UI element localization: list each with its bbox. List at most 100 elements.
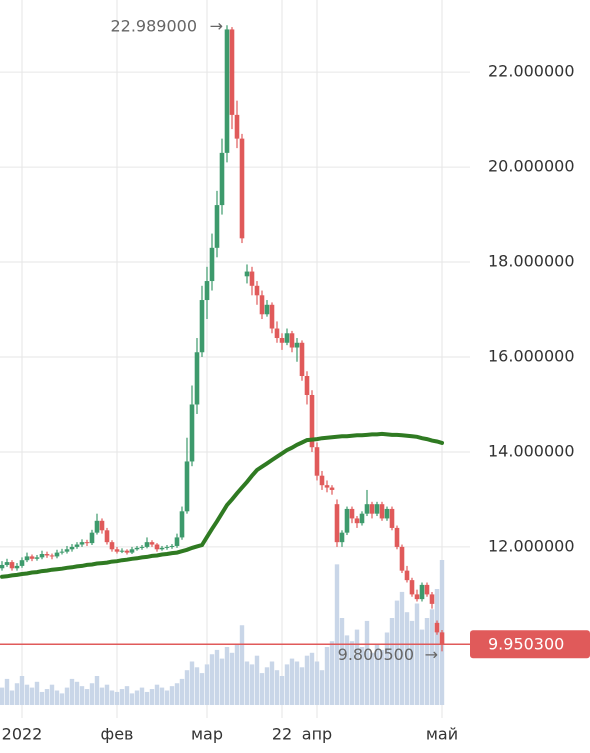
volume-bar <box>264 667 270 705</box>
y-tick-label: 12.000000 <box>488 536 575 555</box>
volume-bar <box>204 664 210 705</box>
volume-bar <box>134 690 140 705</box>
volume-bar <box>74 681 80 705</box>
volume-bar <box>174 683 180 705</box>
candle-body <box>49 555 55 557</box>
candle-body <box>124 550 130 553</box>
volume-bar <box>309 652 315 705</box>
volume-bar <box>239 625 245 705</box>
candle-body <box>339 532 345 543</box>
candle-body <box>224 29 230 153</box>
volume-bar <box>344 635 350 705</box>
volume-bar <box>389 618 395 705</box>
candle-body <box>9 562 15 569</box>
moving-average <box>0 431 444 579</box>
volume-bar <box>109 690 115 705</box>
candle-body <box>149 542 155 545</box>
volume-bar <box>19 676 25 705</box>
price-badge <box>470 630 590 659</box>
volume-bar <box>279 676 285 705</box>
volume-bar <box>349 641 355 705</box>
candle-body <box>129 549 135 553</box>
annotation-arrow: → <box>210 17 223 36</box>
volume-bar <box>59 693 65 705</box>
volume-bar <box>139 687 145 705</box>
volume-bar <box>104 684 110 705</box>
volume-bar <box>154 684 160 705</box>
candle-body <box>184 461 190 512</box>
annotation: 22.989000 <box>110 17 197 36</box>
annotation-arrow: → <box>425 645 438 664</box>
annotation: 9.800500 <box>338 645 414 664</box>
candle-body <box>309 394 315 448</box>
volume-bar <box>379 649 385 705</box>
volume-bar <box>84 689 90 705</box>
volume-bar <box>114 691 120 705</box>
volume-bar <box>209 654 215 705</box>
volume-bar <box>0 687 5 705</box>
candle-body <box>214 205 220 248</box>
volume-bar <box>319 670 325 705</box>
volume-bar <box>94 676 100 705</box>
candle-body <box>334 504 340 543</box>
candle-body <box>324 485 330 488</box>
candle-body <box>249 271 255 286</box>
volume-bar <box>189 661 195 705</box>
candle-body <box>39 554 45 558</box>
candle-body <box>104 530 110 543</box>
candle-body <box>189 404 195 462</box>
candle-body <box>209 247 215 282</box>
volume-bar <box>409 620 415 705</box>
volume-bar <box>274 670 280 705</box>
y-tick-label: 16.000000 <box>488 347 575 366</box>
volume-bar <box>164 690 170 705</box>
volume-bar <box>384 632 390 705</box>
candle-body <box>204 281 210 301</box>
volume-bar <box>214 649 220 705</box>
candle-body <box>14 565 20 569</box>
candle-body <box>199 300 205 353</box>
volume-bar <box>149 689 155 705</box>
volume-bar <box>124 686 130 705</box>
volume-bar <box>404 612 410 705</box>
candle-body <box>424 584 430 595</box>
volume-bar <box>4 678 10 705</box>
candle-body <box>139 546 145 548</box>
price-badge-label: 9.950300 <box>488 635 564 654</box>
candle-body <box>434 622 440 633</box>
candle-body <box>359 513 365 524</box>
candle-body <box>79 542 85 545</box>
candle-body <box>119 550 125 552</box>
volume-bar <box>44 689 50 705</box>
candle-body <box>349 508 355 519</box>
volume-bar <box>159 687 165 705</box>
candle-body <box>394 527 400 547</box>
volume-bar <box>34 681 40 705</box>
candle-body <box>0 564 5 569</box>
candle-body <box>379 504 385 519</box>
candle-body <box>319 475 325 486</box>
candle-body <box>59 551 65 553</box>
volume-bar <box>244 661 250 705</box>
volume-bar <box>369 652 375 705</box>
candle-body <box>269 304 275 329</box>
candle-body <box>99 520 105 531</box>
volume-bar <box>294 661 300 705</box>
y-tick-label: 18.000000 <box>488 252 575 271</box>
candle-body <box>54 552 60 557</box>
candle-body <box>264 304 270 315</box>
candle-body <box>4 562 10 565</box>
candle-body <box>114 549 120 552</box>
volume-bar <box>429 609 435 705</box>
candle-body <box>374 504 380 514</box>
candle-body <box>179 511 185 538</box>
candle-body <box>439 632 445 645</box>
candle-body <box>429 594 435 604</box>
candle-body <box>164 546 170 548</box>
candle-body <box>24 556 30 561</box>
volume-bar <box>334 564 340 705</box>
candle-body <box>229 29 235 115</box>
candle-body <box>84 542 90 544</box>
volume-bar <box>39 691 45 705</box>
